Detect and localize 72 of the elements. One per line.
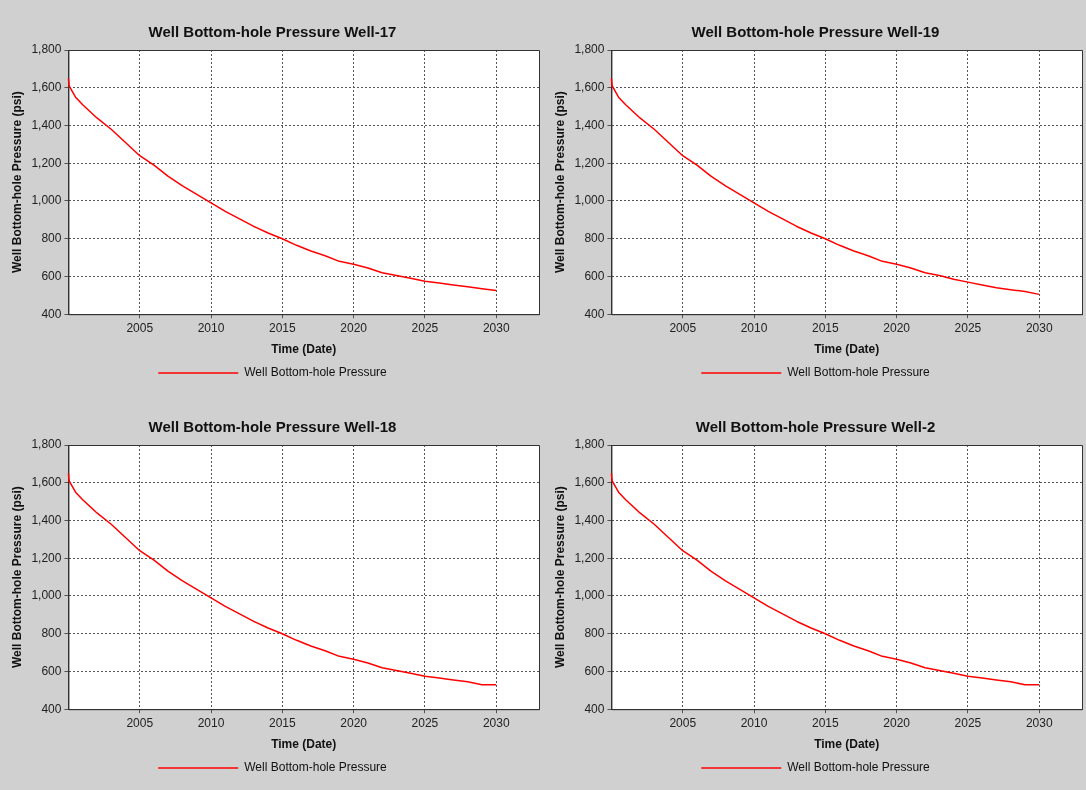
y-tick-label: 1,800: [574, 42, 605, 57]
x-tick-label: 2020: [883, 320, 911, 335]
y-tick-label: 1,800: [574, 437, 605, 452]
x-tick-label: 2015: [268, 320, 296, 335]
y-tick-label: 1,400: [574, 117, 605, 132]
x-tick-label: 2020: [340, 715, 368, 730]
x-tick-label: 2020: [340, 320, 368, 335]
y-tick-label: 1,000: [31, 193, 62, 208]
y-axis-title: Well Bottom-hole Pressure (psi): [552, 486, 567, 669]
chart-title: Well Bottom-hole Pressure Well-19: [691, 23, 940, 41]
y-tick-label: 1,400: [31, 117, 62, 132]
x-tick-label: 2030: [482, 320, 510, 335]
x-tick-label: 2025: [954, 320, 982, 335]
y-tick-label: 800: [41, 231, 62, 246]
x-axis-title: Time (Date): [271, 342, 337, 357]
y-tick-label: 400: [41, 701, 62, 716]
y-axis-title: Well Bottom-hole Pressure (psi): [9, 91, 24, 274]
y-tick-label: 600: [41, 663, 62, 678]
y-tick-label: 1,600: [574, 475, 605, 490]
x-tick-label: 2025: [411, 715, 439, 730]
x-tick-label: 2015: [268, 715, 296, 730]
y-tick-label: 1,600: [574, 80, 605, 95]
chart-title: Well Bottom-hole Pressure Well-17: [148, 23, 397, 41]
y-tick-label: 600: [584, 663, 605, 678]
chart-title: Well Bottom-hole Pressure Well-2: [695, 418, 936, 436]
y-tick-label: 400: [584, 701, 605, 716]
y-axis-title: Well Bottom-hole Pressure (psi): [552, 91, 567, 274]
y-tick-label: 1,200: [31, 550, 62, 565]
x-tick-label: 2015: [811, 320, 839, 335]
x-tick-label: 2010: [740, 715, 768, 730]
text: Well Bottom-hole Pressure: [787, 760, 931, 775]
y-tick-label: 1,200: [574, 155, 605, 170]
y-tick-label: 1,800: [31, 42, 62, 57]
x-tick-label: 2015: [811, 715, 839, 730]
x-tick-label: 2005: [669, 715, 697, 730]
x-tick-label: 2025: [411, 320, 439, 335]
text: Well Bottom-hole Pressure: [244, 760, 388, 775]
x-axis-title: Time (Date): [814, 737, 880, 752]
y-tick-label: 1,400: [574, 512, 605, 527]
y-tick-label: 1,000: [574, 193, 605, 208]
y-tick-label: 1,000: [574, 588, 605, 603]
x-axis-title: Time (Date): [271, 737, 337, 752]
y-tick-label: 1,200: [574, 550, 605, 565]
x-tick-label: 2030: [1025, 320, 1053, 335]
y-tick-label: 1,000: [31, 588, 62, 603]
x-tick-label: 2010: [197, 715, 225, 730]
y-tick-label: 600: [584, 268, 605, 283]
y-tick-label: 400: [584, 306, 605, 321]
x-tick-label: 2005: [126, 715, 154, 730]
y-tick-label: 400: [41, 306, 62, 321]
x-tick-label: 2020: [883, 715, 911, 730]
x-tick-label: 2010: [197, 320, 225, 335]
x-tick-label: 2005: [126, 320, 154, 335]
y-tick-label: 800: [584, 626, 605, 641]
y-tick-label: 1,600: [31, 475, 62, 490]
y-tick-label: 600: [41, 268, 62, 283]
x-tick-label: 2030: [482, 715, 510, 730]
x-tick-label: 2030: [1025, 715, 1053, 730]
y-tick-label: 800: [584, 231, 605, 246]
y-tick-label: 1,600: [31, 80, 62, 95]
x-axis-title: Time (Date): [814, 342, 880, 357]
y-axis-title: Well Bottom-hole Pressure (psi): [9, 486, 24, 669]
y-tick-label: 1,400: [31, 512, 62, 527]
x-tick-label: 2025: [954, 715, 982, 730]
x-tick-label: 2010: [740, 320, 768, 335]
y-tick-label: 1,800: [31, 437, 62, 452]
text: Well Bottom-hole Pressure: [244, 365, 388, 380]
chart-title: Well Bottom-hole Pressure Well-18: [148, 418, 397, 436]
y-tick-label: 1,200: [31, 155, 62, 170]
text: Well Bottom-hole Pressure: [787, 365, 931, 380]
y-tick-label: 800: [41, 626, 62, 641]
x-tick-label: 2005: [669, 320, 697, 335]
